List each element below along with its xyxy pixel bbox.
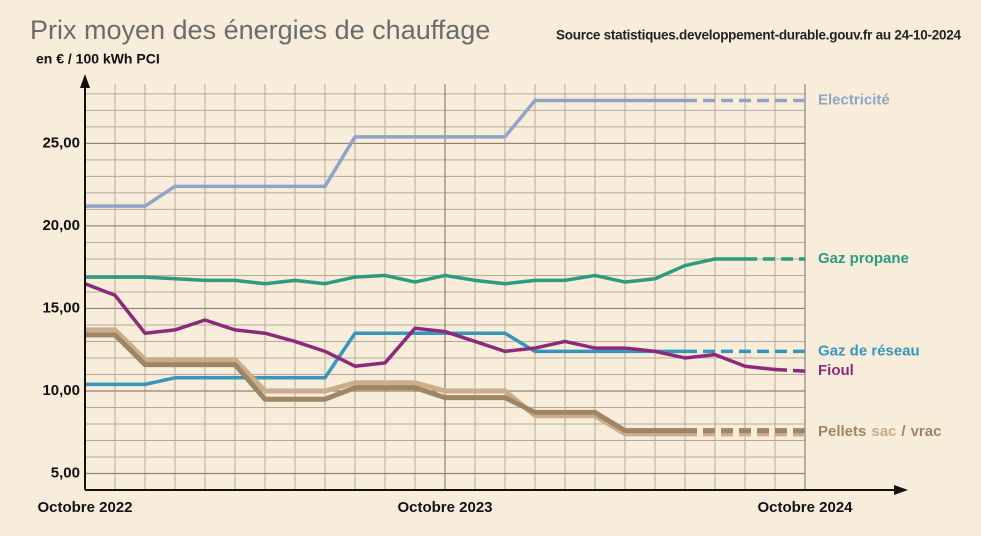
chart-subtitle: Source statistiques.developpement-durabl… (556, 28, 961, 43)
y-tick-label: 10,00 (42, 382, 80, 399)
legend-label: Gaz propane (818, 250, 909, 267)
y-tick-label: 20,00 (42, 217, 80, 234)
axes: 5,00 10,00 15,00 20,00 25,00 Octobre 2022 Octo… (37, 74, 908, 516)
legend-label: Gaz de réseau (818, 342, 920, 359)
legend-part: sac (871, 423, 896, 440)
series-line (85, 98, 685, 208)
x-axis-arrow (894, 485, 908, 495)
legend-part: Pellets (818, 423, 866, 440)
legend-label: Pellets sac / vrac (818, 423, 941, 440)
series-line (85, 327, 685, 437)
lines: Electricité Gaz propane Gaz de réseau Fioul… (84, 91, 941, 440)
x-tick-label: Octobre 2023 (397, 499, 492, 516)
legend-label: Electricité (818, 91, 890, 108)
grid (84, 84, 806, 491)
x-tick-label: Octobre 2024 (757, 499, 853, 516)
chart-title: Prix moyen des énergies de chauffage (30, 15, 490, 45)
y-axis-label: en € / 100 kWh PCI (36, 51, 160, 67)
series-line (85, 331, 685, 387)
y-tick-label: 5,00 (51, 464, 80, 481)
legend-part: / (901, 423, 906, 440)
y-tick-label: 25,00 (42, 134, 80, 151)
series-line-dashed (774, 367, 806, 373)
series-line (84, 282, 776, 372)
series-line (85, 332, 685, 434)
legend-label: Fioul (818, 362, 854, 379)
y-tick-label: 15,00 (42, 299, 80, 316)
y-axis-arrow (80, 74, 90, 88)
series-line (85, 257, 745, 286)
legend-part: vrac (911, 423, 942, 440)
x-tick-label: Octobre 2022 (37, 499, 132, 516)
